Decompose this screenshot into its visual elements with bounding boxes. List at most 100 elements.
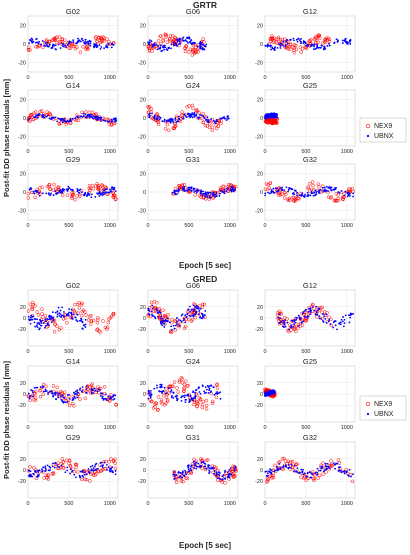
ubnx-point	[176, 399, 178, 402]
nex9-point	[102, 39, 106, 43]
nex9-point	[322, 310, 327, 314]
ubnx-point	[188, 188, 191, 191]
nex9-point	[336, 199, 340, 203]
ubnx-point	[148, 114, 151, 117]
ubnx-point	[150, 310, 153, 313]
ubnx-point	[94, 196, 97, 198]
ubnx-point	[102, 398, 105, 401]
ubnx-point	[311, 192, 314, 194]
ubnx-point	[190, 308, 193, 311]
panel-title: G31	[186, 433, 200, 442]
ubnx-point	[163, 120, 165, 123]
ubnx-point	[89, 113, 91, 116]
nex9-point	[98, 463, 102, 467]
ubnx-point	[187, 42, 189, 44]
y-tick-label: 0	[143, 316, 146, 322]
nex9-point	[71, 404, 76, 408]
nex9-point	[26, 48, 31, 52]
ubnx-point	[189, 310, 192, 313]
ubnx-point	[332, 188, 335, 191]
nex9-point	[197, 396, 202, 400]
nex9-point	[311, 183, 315, 188]
nex9-point	[215, 386, 220, 390]
ubnx-point	[284, 44, 287, 46]
nex9-point	[214, 383, 219, 387]
ubnx-point	[327, 320, 330, 323]
ubnx-point	[28, 42, 31, 45]
ubnx-point	[187, 470, 190, 473]
ubnx-point	[36, 191, 38, 193]
nex9-point	[35, 310, 39, 314]
x-tick-label: 0	[146, 425, 149, 431]
ubnx-point	[172, 473, 175, 476]
ubnx-point	[172, 41, 175, 44]
nex9-point	[203, 467, 208, 472]
nex9-point	[193, 193, 198, 197]
ubnx-point	[81, 390, 83, 393]
ubnx-point	[212, 386, 215, 389]
ubnx-point	[44, 320, 47, 323]
ubnx-point	[207, 391, 210, 394]
ubnx-point	[183, 474, 185, 477]
ubnx-point	[323, 186, 326, 189]
nex9-point	[77, 301, 81, 305]
ubnx-point	[67, 185, 70, 188]
nex9-point	[74, 465, 79, 469]
ubnx-point	[56, 120, 59, 123]
nex9-point	[146, 44, 151, 48]
nex9-point	[106, 42, 111, 46]
ubnx-point	[191, 43, 194, 45]
ubnx-point	[212, 467, 215, 469]
nex9-point	[200, 402, 205, 407]
panel-title: G29	[66, 155, 80, 164]
ubnx-point	[33, 321, 36, 324]
ubnx-point	[28, 117, 31, 120]
ubnx-point	[73, 473, 76, 476]
ubnx-point	[156, 115, 159, 118]
nex9-point	[187, 50, 191, 54]
ubnx-point	[277, 189, 280, 191]
ubnx-point	[335, 38, 338, 41]
ubnx-point	[265, 391, 268, 394]
nex9-point	[316, 34, 321, 39]
ubnx-point	[287, 466, 290, 469]
ubnx-point	[228, 476, 231, 479]
nex9-point	[204, 403, 209, 408]
series-ubnx	[264, 37, 352, 52]
ubnx-point	[109, 396, 112, 398]
nex9-point	[107, 399, 112, 403]
nex9-point	[302, 476, 306, 481]
y-tick-label: 20	[140, 23, 146, 29]
ubnx-point	[170, 390, 172, 393]
nex9-point	[87, 184, 92, 188]
ubnx-point	[316, 473, 319, 476]
nex9-point	[97, 35, 101, 40]
ubnx-point	[84, 116, 87, 119]
series-ubnx	[264, 462, 354, 479]
ubnx-point	[85, 473, 88, 476]
ubnx-point	[269, 468, 272, 471]
nex9-point	[67, 403, 72, 408]
ubnx-point	[269, 113, 272, 116]
nex9-point	[146, 104, 150, 109]
x-tick-label: 500	[301, 425, 310, 431]
nex9-point	[28, 119, 32, 124]
nex9-point	[88, 314, 92, 319]
nex9-point	[162, 313, 167, 318]
ubnx-point	[347, 475, 350, 478]
nex9-point	[285, 317, 289, 321]
nex9-point	[224, 471, 228, 475]
ubnx-point	[172, 324, 175, 327]
nex9-point	[294, 324, 298, 329]
ubnx-point	[100, 46, 103, 48]
ubnx-point	[336, 41, 339, 43]
y-tick-label: -20	[18, 327, 26, 333]
ubnx-point	[332, 462, 335, 464]
ubnx-point	[269, 45, 272, 48]
ubnx-point	[49, 315, 52, 318]
ubnx-point	[345, 42, 348, 45]
ubnx-point	[163, 118, 166, 121]
ubnx-point	[282, 319, 285, 322]
ubnx-point	[36, 469, 39, 472]
